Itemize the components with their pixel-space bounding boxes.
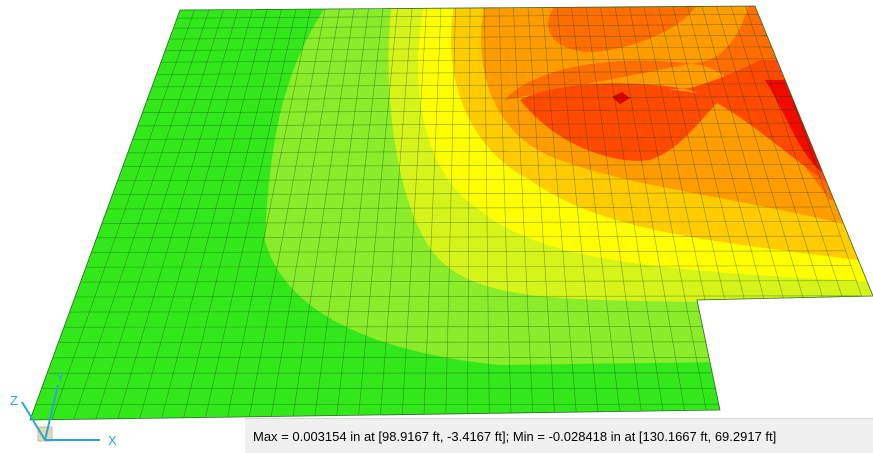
- viewport: X Y Z Max = 0.003154 in at [98.9167 ft, …: [0, 0, 873, 453]
- model-view: X Y Z: [0, 0, 873, 453]
- z-label: Z: [10, 393, 18, 408]
- contour-plot: [0, 0, 873, 453]
- status-bar: Max = 0.003154 in at [98.9167 ft, -3.416…: [245, 418, 873, 453]
- x-label: X: [108, 433, 117, 448]
- y-label: Y: [56, 370, 65, 385]
